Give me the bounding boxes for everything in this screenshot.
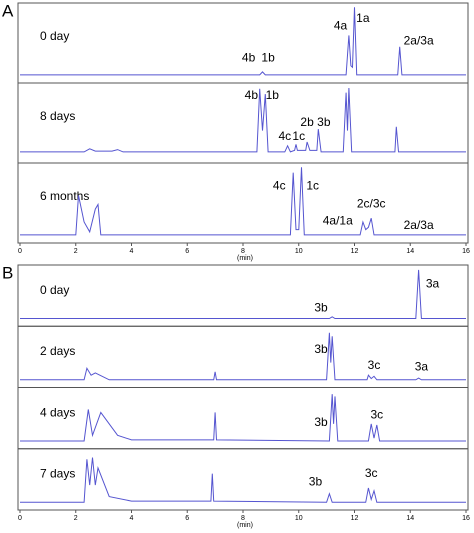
x-tick-label: 12: [351, 515, 359, 522]
peak-label: 3b: [309, 474, 323, 488]
x-tick-label: 4: [130, 248, 134, 255]
trace-frame: [17, 387, 469, 450]
x-tick-label: 16: [462, 248, 470, 255]
trace-name: 8 days: [40, 109, 75, 123]
peak-label: 1c: [292, 129, 305, 143]
peak-label: 3b: [314, 342, 328, 356]
trace-name: 6 months: [40, 189, 89, 203]
chromatogram-trace: [20, 7, 466, 76]
x-tick-label: 14: [406, 248, 414, 255]
peak-label: 3c: [370, 407, 383, 421]
chromatogram-trace: [20, 394, 466, 442]
x-tick-label: 8: [241, 515, 245, 522]
x-tick-label: 12: [351, 248, 359, 255]
x-tick-label: 0: [18, 515, 22, 522]
trace-frame: [17, 264, 469, 327]
peak-label: 3c: [368, 358, 381, 372]
peak-label: 1c: [306, 178, 319, 192]
peak-label: 4c: [278, 129, 291, 143]
peak-label: 1a: [356, 11, 370, 25]
x-tick-label: 0: [18, 248, 22, 255]
peak-label: 3b: [317, 115, 331, 129]
x-tick-label: 4: [130, 515, 134, 522]
x-axis-label: (min): [237, 255, 253, 262]
peak-label: 1b: [266, 88, 280, 102]
chromatogram-trace: [20, 457, 466, 503]
chromatogram-trace: [20, 167, 466, 236]
trace-name: 7 days: [40, 467, 75, 481]
x-tick-label: 10: [295, 248, 303, 255]
peak-label: 2a/3a: [404, 218, 434, 232]
peak-label: 3b: [314, 415, 328, 429]
x-tick-label: 8: [241, 248, 245, 255]
peak-label: 3c: [365, 466, 378, 480]
peak-label: 4b: [245, 88, 259, 102]
peak-label: 4a: [334, 18, 348, 32]
peak-label: 2a/3a: [404, 34, 434, 48]
x-tick-label: 10: [295, 515, 303, 522]
trace-name: 4 days: [40, 405, 75, 419]
peak-label: 3a: [415, 359, 429, 373]
peak-label: 2b: [300, 115, 314, 129]
trace-name: 2 days: [40, 344, 75, 358]
trace-frame: [17, 325, 469, 388]
chromatogram-trace: [20, 87, 466, 153]
peak-label: 4c: [273, 178, 286, 192]
x-tick-label: 6: [185, 515, 189, 522]
panel-label: A: [2, 1, 14, 20]
panel-label: B: [2, 263, 13, 282]
chromatogram-trace: [20, 332, 466, 381]
x-tick-label: 2: [74, 248, 78, 255]
x-tick-label: 2: [74, 515, 78, 522]
trace-frame: [17, 2, 469, 84]
trace-name: 0 day: [40, 29, 69, 43]
trace-name: 0 day: [40, 283, 69, 297]
peak-label: 4a/1a: [323, 213, 353, 227]
x-tick-label: 6: [185, 248, 189, 255]
peak-label: 2c/3c: [357, 197, 386, 211]
peak-label: 3b: [314, 300, 328, 314]
chromatogram-trace: [20, 269, 466, 319]
x-axis-label: (min): [237, 522, 253, 529]
x-tick-label: 16: [462, 515, 470, 522]
peak-label: 3a: [426, 276, 440, 290]
peak-label: 4b: [242, 50, 256, 64]
x-tick-label: 14: [406, 515, 414, 522]
peak-label: 1b: [261, 50, 275, 64]
trace-frame: [17, 162, 469, 244]
